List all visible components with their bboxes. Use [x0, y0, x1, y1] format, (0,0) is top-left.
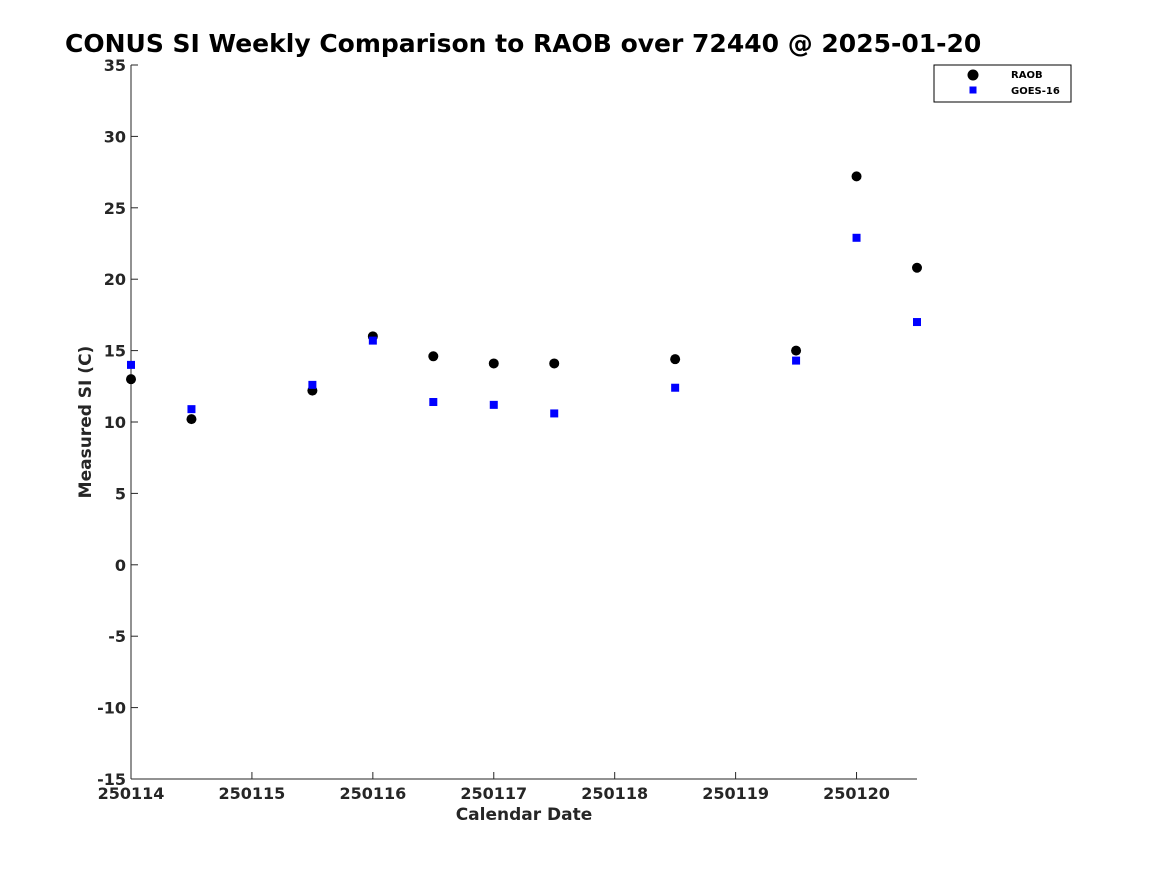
data-point-raob [791, 345, 802, 356]
data-point-raob [488, 358, 499, 369]
x-tick-label: 250117 [460, 784, 527, 803]
data-point-goes-16 [550, 409, 559, 418]
y-tick-label: -15 [97, 770, 126, 789]
y-tick-label: 35 [104, 56, 126, 75]
x-axis-label: Calendar Date [456, 805, 593, 825]
y-axis-label: Measured SI (C) [76, 346, 96, 499]
x-tick-label: 250120 [823, 784, 890, 803]
data-point-goes-16 [187, 405, 196, 414]
chart-title: CONUS SI Weekly Comparison to RAOB over … [65, 29, 981, 58]
data-point-goes-16 [489, 400, 498, 409]
y-tick-label: 15 [104, 342, 126, 361]
data-point-goes-16 [127, 360, 135, 369]
y-tick-label: 5 [115, 484, 126, 503]
series-raob [126, 171, 922, 425]
y-tick-label: 10 [104, 413, 126, 432]
y-tick-label: 20 [104, 270, 126, 289]
x-ticks: 250114 250115 250116 250117 250118 250119 2501… [98, 772, 890, 803]
data-point-raob [851, 171, 862, 182]
x-tick-label: 250115 [219, 784, 286, 803]
legend: RAOB GOES-16 [933, 64, 1072, 103]
data-point-goes-16 [913, 318, 921, 327]
data-point-raob [549, 358, 560, 369]
data-point-raob [428, 351, 439, 362]
y-tick-label: -10 [97, 699, 126, 718]
data-point-goes-16 [792, 356, 801, 365]
data-point-raob [126, 374, 136, 385]
legend-marker-goes [969, 86, 977, 94]
data-point-goes-16 [429, 398, 438, 407]
legend-marker-raob [967, 69, 979, 81]
legend-label-goes: GOES-16 [1011, 86, 1060, 97]
data-point-raob [186, 414, 197, 425]
x-tick-label: 250114 [98, 784, 165, 803]
y-tick-label: -5 [108, 627, 126, 646]
y-tick-label: 30 [104, 127, 126, 146]
y-tick-label: 25 [104, 199, 126, 218]
x-tick-label: 250116 [339, 784, 406, 803]
data-point-goes-16 [671, 383, 680, 392]
legend-box [933, 64, 1072, 103]
data-point-goes-16 [368, 336, 377, 345]
x-tick-label: 250119 [702, 784, 769, 803]
data-points [126, 171, 922, 425]
legend-label-raob: RAOB [1011, 70, 1043, 81]
y-ticks: -15 -10 -5 0 5 10 15 20 25 30 35 [97, 56, 138, 789]
data-point-raob [670, 354, 681, 365]
series-goes-16 [127, 233, 921, 418]
data-point-goes-16 [852, 233, 861, 242]
y-tick-label: 0 [115, 556, 126, 575]
data-point-goes-16 [308, 380, 317, 389]
data-point-raob [912, 262, 922, 273]
x-tick-label: 250118 [581, 784, 648, 803]
